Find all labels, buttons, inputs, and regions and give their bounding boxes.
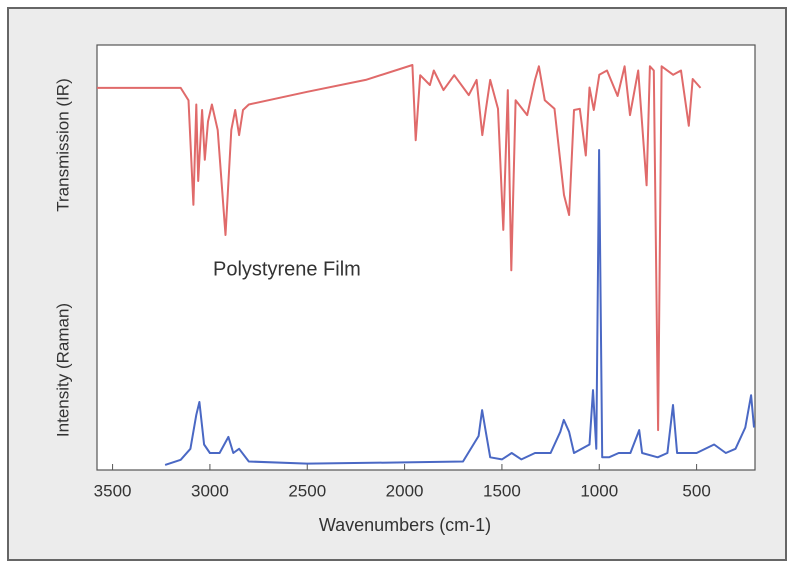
x-axis-label: Wavenumbers (cm-1)	[319, 515, 491, 535]
x-tick-label: 2500	[288, 481, 326, 500]
x-tick-label: 1000	[580, 481, 618, 500]
y-axis-label: Transmission (IR)	[53, 78, 72, 212]
y-axis-label: Intensity (Raman)	[53, 303, 72, 437]
chart: Polystyrene Film Wavenumbers (cm-1) Inte…	[0, 0, 794, 568]
x-tick-label: 3500	[94, 481, 132, 500]
page: {"chart_data": { "type": "line", "annota…	[0, 0, 794, 568]
x-tick-label: 3000	[191, 481, 229, 500]
x-tick-label: 2000	[386, 481, 424, 500]
x-tick-label: 1500	[483, 481, 521, 500]
annotation: Polystyrene Film	[213, 258, 361, 280]
x-tick-label: 500	[682, 481, 710, 500]
